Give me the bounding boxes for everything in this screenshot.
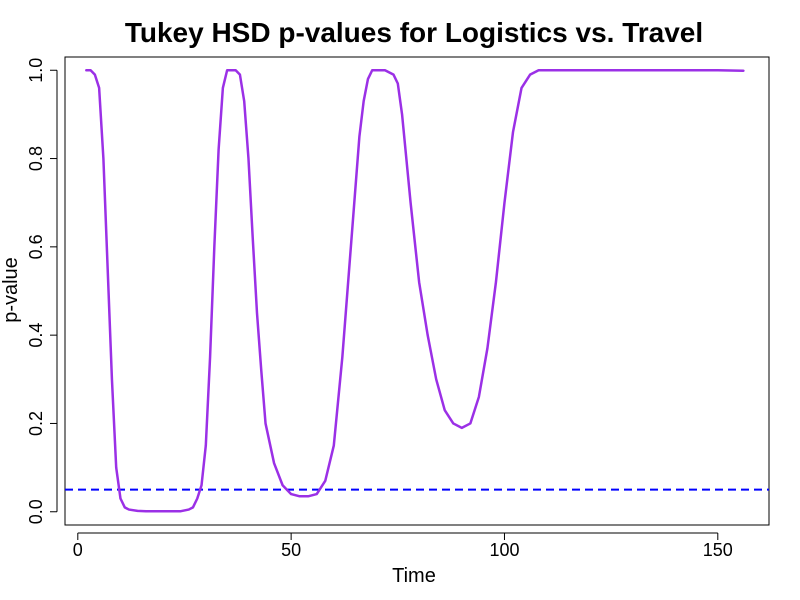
plot-area-frame xyxy=(64,56,770,526)
x-tick-label: 100 xyxy=(489,540,519,560)
series-layer xyxy=(85,69,745,513)
y-tick-label: 0.6 xyxy=(26,234,46,259)
y-axis: 0.0 0.2 0.4 0.6 0.8 1.0 xyxy=(26,58,58,524)
x-tick-label: 0 xyxy=(73,540,83,560)
p-value-series-line xyxy=(85,69,745,513)
y-tick-label: 0.8 xyxy=(26,146,46,171)
x-tick-label: 50 xyxy=(281,540,301,560)
chart-title: Tukey HSD p-values for Logistics vs. Tra… xyxy=(125,17,703,48)
y-axis-label: p-value xyxy=(0,257,22,323)
x-axis-label: Time xyxy=(392,565,436,587)
y-tick-label: 0.0 xyxy=(26,499,46,524)
x-tick-label: 150 xyxy=(703,540,733,560)
y-tick-label: 0.2 xyxy=(26,411,46,436)
y-tick-label: 1.0 xyxy=(26,58,46,83)
y-tick-label: 0.4 xyxy=(26,323,46,348)
x-axis: 0 50 100 150 xyxy=(73,532,733,560)
